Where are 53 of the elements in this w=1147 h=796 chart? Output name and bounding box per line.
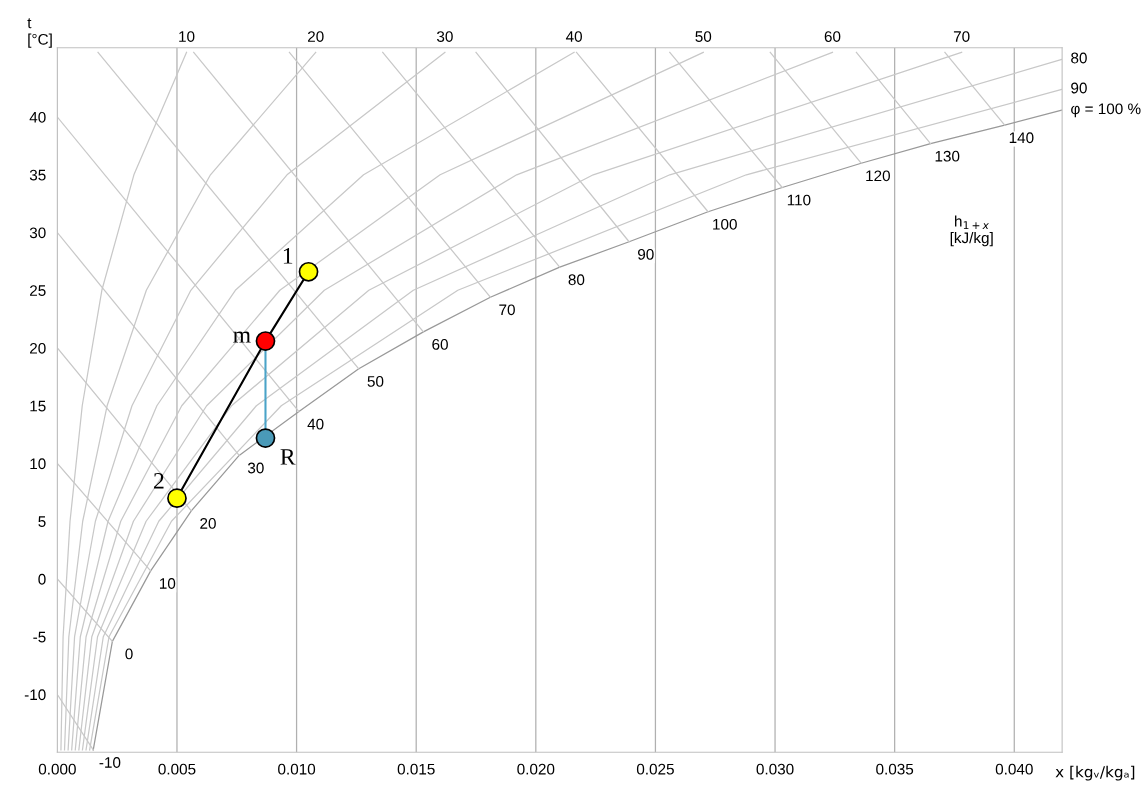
y-tick-label: 30: [29, 227, 46, 239]
x-tick-label: 0.010: [278, 763, 316, 775]
series-label: 90: [1071, 82, 1087, 94]
series-label: 0: [125, 648, 133, 660]
series-label: 120: [866, 170, 890, 182]
series-label: 40: [307, 418, 324, 430]
series-label: 10: [179, 31, 195, 42]
x-tick-label: 0.020: [517, 763, 555, 775]
series-label: 70: [953, 31, 970, 42]
series-label: 110: [787, 194, 811, 206]
series-label: m: [233, 331, 251, 343]
series-label: 80: [1071, 52, 1087, 64]
y-tick-label: 40: [29, 111, 46, 123]
x-tick-label: 0.015: [397, 763, 435, 775]
y-tick-label: -5: [33, 631, 46, 643]
annotation: h$_{1+x}$ [kJ/kg]: [950, 215, 993, 247]
series-label: 90: [638, 248, 654, 260]
series-label: 50: [367, 375, 384, 387]
series-label: 140: [1009, 132, 1034, 144]
series-label: 1: [283, 248, 293, 264]
y-tick-label: 0: [38, 573, 46, 585]
series-label: φ = 100 %: [1071, 103, 1141, 118]
x-tick-label: 0.000: [38, 763, 76, 775]
series-label: 60: [824, 31, 841, 42]
y-tick-label: 20: [30, 342, 46, 354]
series-label: 20: [307, 31, 324, 42]
y-tick-label: 35: [29, 169, 46, 181]
y-axis-title: t [°C]: [27, 18, 52, 48]
x-tick-label: 0.005: [158, 763, 196, 775]
x-tick-label: 0.030: [756, 763, 794, 775]
y-tick-label: 15: [30, 400, 46, 412]
x-tick-label: 0.025: [636, 763, 674, 775]
series-label: 40: [565, 31, 582, 42]
x-axis-title: x [kgᵥ/kgₐ]: [1055, 765, 1135, 781]
series-label: R: [280, 449, 296, 465]
series-label: -10: [99, 757, 121, 768]
series-label: 50: [695, 31, 712, 42]
x-tick-label: 0.040: [995, 763, 1033, 775]
series-label: 20: [200, 518, 216, 529]
x-tick-label: 0.035: [876, 763, 914, 775]
series-label: 30: [247, 462, 264, 474]
series-label: 130: [935, 150, 960, 162]
series-label: 60: [432, 339, 448, 350]
series-label: 2: [154, 472, 164, 489]
series-label: 30: [436, 31, 453, 42]
y-tick-label: -10: [24, 689, 46, 701]
series-label: 10: [159, 578, 176, 589]
series-label: 100: [713, 218, 737, 230]
series-label: 80: [568, 274, 585, 286]
y-tick-label: 25: [30, 285, 46, 296]
y-tick-label: 10: [30, 458, 46, 470]
series-label: 70: [499, 304, 515, 316]
y-tick-label: 5: [38, 516, 46, 527]
